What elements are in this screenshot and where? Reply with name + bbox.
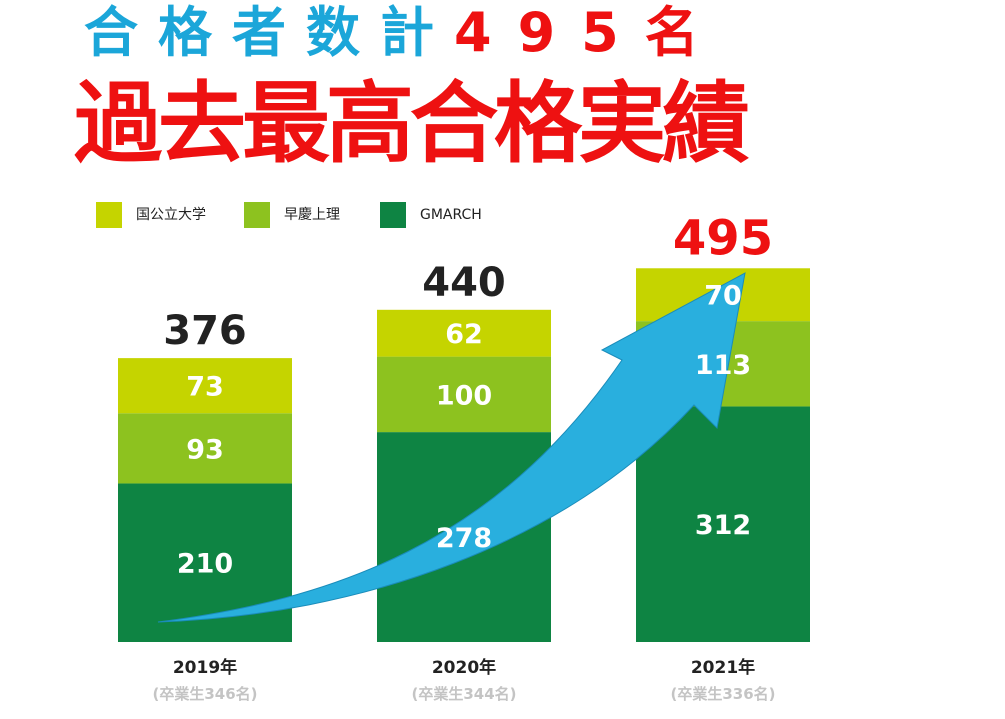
growth-arrow	[157, 272, 746, 623]
bar-segment-kokkouritsu	[118, 358, 292, 414]
bar-value-label: 62	[445, 319, 483, 350]
bar-segment-kokkouritsu	[377, 309, 551, 357]
bar-value-label: 312	[695, 510, 751, 541]
headline-total: 合格者数計495名	[84, 0, 725, 66]
bar-total-label: 376	[163, 308, 247, 354]
headline-record: 過去最高合格実績	[74, 72, 750, 175]
category-label: 2021年	[691, 657, 755, 678]
headline-total-count: 495名	[454, 1, 725, 64]
bar-segment-gmarch	[636, 406, 810, 642]
bar-total-label: 495	[673, 210, 773, 266]
legend-swatch-kokkouritsu	[96, 202, 122, 228]
category-sublabel: (卒業生346名)	[152, 685, 257, 703]
legend-swatch-gmarch	[380, 202, 406, 228]
bar-value-label: 70	[704, 281, 742, 312]
legend-label-gmarch: GMARCH	[420, 207, 482, 223]
bar-segment-soukeijouri	[377, 356, 551, 433]
legend-swatch-soukeijouri	[244, 202, 270, 228]
bar-value-label: 73	[186, 372, 224, 403]
legend-label-soukeijouri: 早慶上理	[284, 207, 340, 223]
legend-label-kokkouritsu: 国公立大学	[136, 207, 206, 223]
category-sublabel: (卒業生344名)	[411, 685, 516, 703]
category-label: 2019年	[173, 657, 237, 678]
headline-total-label: 合格者数計	[84, 1, 454, 64]
bar-total-label: 440	[422, 260, 506, 306]
bar-segment-soukeijouri	[118, 413, 292, 484]
category-label: 2020年	[432, 657, 496, 678]
growth-arrow-shape	[157, 272, 746, 623]
bar-value-label: 93	[186, 434, 224, 465]
bar-value-label: 113	[695, 350, 751, 381]
bar-value-label: 100	[436, 380, 492, 411]
bar-value-label: 278	[436, 523, 492, 554]
label-group: 210 93 73 376 2019年 (卒業生346名) 278 100 62 440 2020年…	[152, 210, 775, 703]
category-sublabel: (卒業生336名)	[670, 685, 775, 703]
bar-value-label: 210	[177, 549, 233, 580]
